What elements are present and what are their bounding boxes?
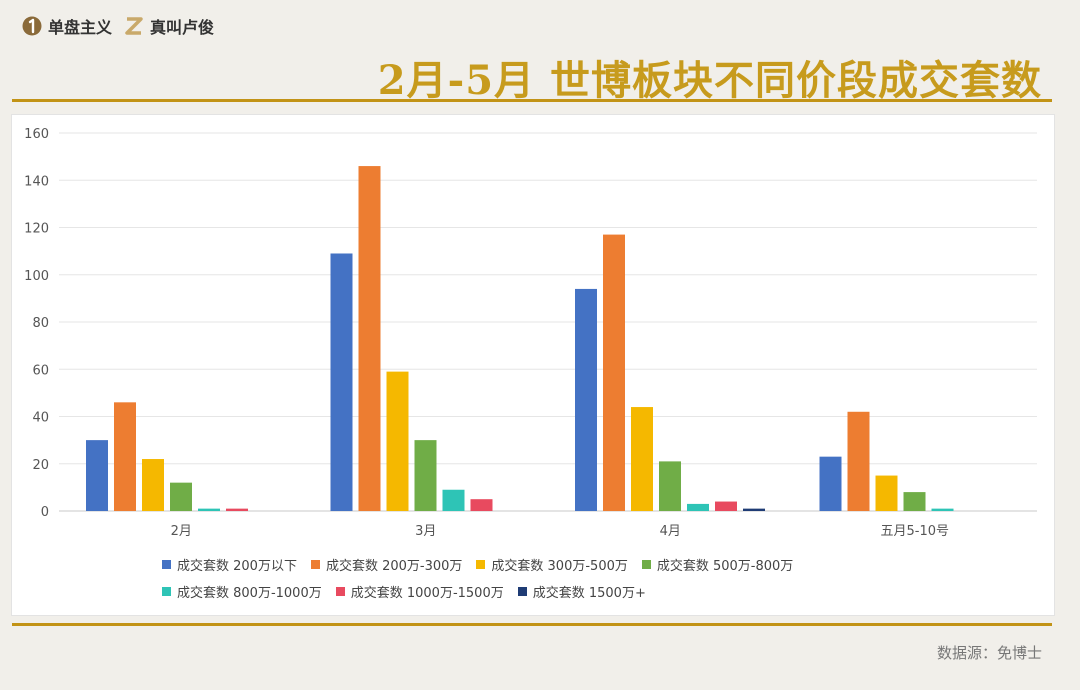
bar <box>226 508 248 511</box>
legend-label: 成交套数 800万-1000万 <box>177 586 322 601</box>
bar <box>659 461 681 511</box>
bar <box>414 440 437 511</box>
brand-item-1: 单盘主义 <box>22 14 112 38</box>
source-note: 数据源：免博士 <box>936 644 1042 662</box>
brand-label-2: 真叫卢俊 <box>150 18 215 37</box>
x-tick-label: 五月5-10号 <box>880 524 949 539</box>
y-tick-label: 40 <box>32 411 49 426</box>
legend-item: 成交套数 1000万-1500万 <box>335 582 504 601</box>
brand-label-1: 单盘主义 <box>48 18 113 37</box>
bar <box>442 489 465 511</box>
legend-label: 成交套数 300万-500万 <box>491 559 628 574</box>
brand-item-2: 真叫卢俊 <box>124 14 214 38</box>
bar <box>631 407 653 511</box>
legend-swatch <box>335 587 345 596</box>
bar <box>86 440 108 511</box>
bar <box>386 371 409 511</box>
page-title: 2月-5月 世博板块不同价段成交套数 <box>377 57 1042 104</box>
number-1-icon <box>22 16 42 36</box>
legend-label: 成交套数 200万以下 <box>177 559 297 574</box>
bar <box>142 459 164 511</box>
bar <box>198 508 220 511</box>
legend-item: 成交套数 800万-1000万 <box>162 582 322 601</box>
legend-item: 成交套数 1500万+ <box>517 582 646 601</box>
legend-item: 成交套数 500万-800万 <box>641 555 794 574</box>
legend-item: 成交套数 200万-300万 <box>310 555 463 574</box>
legend-label: 成交套数 200万-300万 <box>325 559 463 574</box>
bar <box>847 411 870 511</box>
x-tick-label: 4月 <box>660 524 681 539</box>
bar-chart: 0 20 40 60 80 100 120 140 160 2月 3月 4月 五月5-10号 <box>24 127 1037 539</box>
legend-label: 成交套数 500万-800万 <box>656 559 794 574</box>
bar <box>743 508 765 511</box>
chart-card: 0 20 40 60 80 100 120 140 160 2月 3月 4月 五月5-10号 成交套数 … <box>11 114 1055 616</box>
x-tick-label: 3月 <box>415 524 436 539</box>
bar <box>603 234 625 511</box>
legend-swatch <box>641 560 651 569</box>
bar <box>575 288 597 511</box>
legend-swatch <box>517 587 527 596</box>
bar <box>358 166 381 511</box>
y-tick-label: 0 <box>41 505 49 520</box>
legend-swatch <box>310 560 320 569</box>
bar <box>170 482 192 511</box>
legend-swatch <box>162 587 171 596</box>
y-tick-label: 140 <box>24 174 49 189</box>
brand-bar: 单盘主义 真叫卢俊 <box>22 12 214 40</box>
bar <box>114 402 136 511</box>
letter-z-icon <box>125 17 143 35</box>
bar <box>715 501 737 511</box>
bar <box>687 503 709 511</box>
bar <box>931 508 954 511</box>
y-tick-label: 60 <box>32 363 49 378</box>
legend-label: 成交套数 1000万-1500万 <box>350 586 504 601</box>
bar <box>470 499 493 511</box>
bar <box>330 253 353 512</box>
bar <box>875 475 898 511</box>
bar <box>819 456 842 511</box>
y-tick-label: 100 <box>24 269 49 284</box>
y-tick-label: 160 <box>24 127 49 142</box>
legend-item: 成交套数 200万以下 <box>162 555 297 574</box>
footer-divider <box>12 623 1052 626</box>
title-divider <box>12 99 1052 102</box>
legend-swatch <box>476 560 486 569</box>
chart-legend: 成交套数 200万以下 成交套数 200万-300万 成交套数 300万-500万成… <box>162 555 922 601</box>
y-tick-label: 80 <box>32 316 49 331</box>
legend-item: 成交套数 300万-500万 <box>476 555 628 574</box>
y-tick-label: 20 <box>32 458 49 473</box>
x-tick-label: 2月 <box>171 524 192 539</box>
y-tick-label: 120 <box>24 222 49 237</box>
bar <box>903 492 926 511</box>
legend-label: 成交套数 1500万+ <box>532 586 646 601</box>
legend-swatch <box>162 560 171 569</box>
